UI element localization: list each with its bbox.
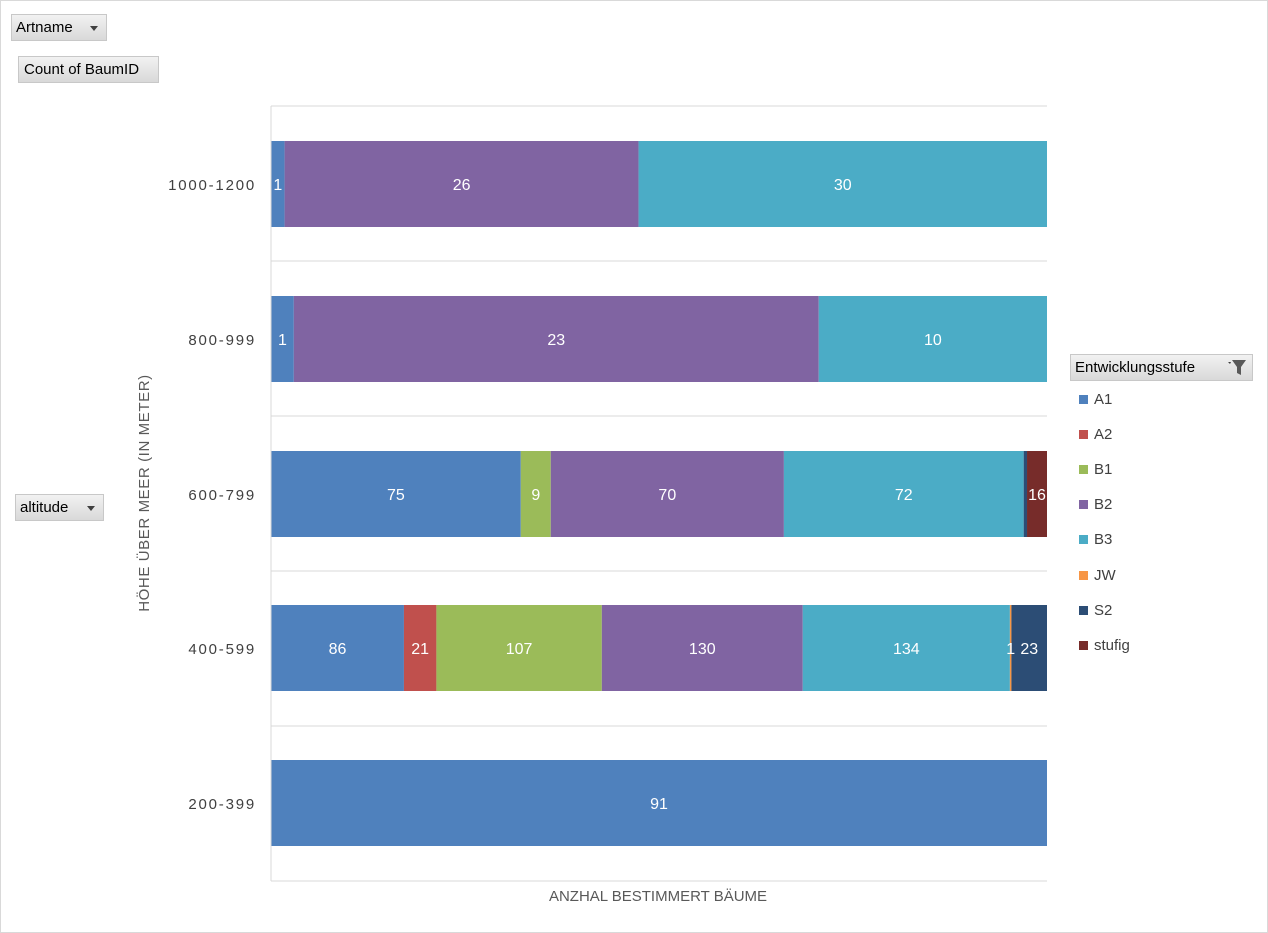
data-label: 1 bbox=[278, 332, 287, 349]
legend-swatch bbox=[1079, 500, 1088, 510]
bar-segment-b2-600-799[interactable] bbox=[550, 451, 784, 537]
count-of-baumid-value-button[interactable]: Count of BaumID bbox=[18, 56, 159, 83]
dropdown-caret-icon bbox=[87, 506, 95, 511]
artname-filter-label: Artname bbox=[16, 19, 73, 36]
category-axis-ticks: 1000-1200 800-999 600-799 400-599 200-399 bbox=[168, 177, 256, 813]
altitude-axis-label: altitude bbox=[20, 499, 69, 516]
bar-segment-b3-400-599[interactable] bbox=[802, 605, 1010, 691]
data-label: 130 bbox=[689, 641, 716, 658]
legend-swatch bbox=[1079, 464, 1088, 474]
legend-item-label: JW bbox=[1094, 566, 1116, 584]
legend-item-label: stufig bbox=[1094, 636, 1130, 654]
category-tick-label: 1000-1200 bbox=[168, 177, 256, 194]
legend-swatch bbox=[1079, 605, 1088, 615]
data-label: 23 bbox=[1020, 641, 1038, 658]
legend-item-stufig[interactable]: stufig bbox=[1079, 635, 1130, 655]
entwicklungsstufe-legend-button[interactable]: Entwicklungsstufe bbox=[1070, 354, 1253, 381]
legend-item-jw[interactable]: JW bbox=[1079, 565, 1116, 585]
data-label: 134 bbox=[893, 641, 920, 658]
legend-item-a1[interactable]: A1 bbox=[1079, 389, 1112, 409]
legend-swatch bbox=[1079, 394, 1088, 404]
data-label: 1 bbox=[273, 177, 282, 194]
legend-item-label: A2 bbox=[1094, 425, 1113, 443]
filter-funnel-icon[interactable] bbox=[1228, 360, 1246, 376]
x-axis-title: ANZHAL BESTIMMERT BÄUME bbox=[549, 888, 767, 905]
data-label: 107 bbox=[506, 641, 533, 658]
data-label: 91 bbox=[650, 796, 668, 813]
dropdown-caret-icon bbox=[90, 26, 98, 31]
category-tick-label: 400-599 bbox=[188, 641, 256, 658]
data-labels: 1 26 30 1 23 10 75 9 70 72 16 86 21 107 130 134 1 23 91 bbox=[273, 177, 1046, 813]
legend-swatch bbox=[1079, 570, 1088, 580]
legend-item-label: S2 bbox=[1094, 601, 1113, 619]
bar-segment-b2-1000-1200[interactable] bbox=[284, 141, 639, 227]
legend-item-label: B1 bbox=[1094, 460, 1113, 478]
bar-segment-b3-600-799[interactable] bbox=[783, 451, 1024, 537]
data-label: 21 bbox=[411, 641, 429, 658]
data-label: 1 bbox=[1006, 641, 1015, 658]
legend-swatch bbox=[1079, 640, 1088, 650]
legend-swatch bbox=[1079, 535, 1088, 545]
legend-item-label: B3 bbox=[1094, 531, 1113, 549]
bar-segment-s2-600-799[interactable] bbox=[1023, 451, 1028, 537]
legend-field-label: Entwicklungsstufe bbox=[1075, 359, 1196, 376]
bar-segment-b3-800-999[interactable] bbox=[818, 296, 1047, 382]
category-tick-label: 800-999 bbox=[188, 332, 256, 349]
bar-segment-b2-800-999[interactable] bbox=[293, 296, 819, 382]
bar-segment-a2-400-599[interactable] bbox=[403, 605, 437, 691]
legend-item-a2[interactable]: A2 bbox=[1079, 424, 1112, 444]
bar-segment-a1-800-999[interactable] bbox=[271, 296, 294, 382]
bar-segment-a1-1000-1200[interactable] bbox=[271, 141, 285, 227]
data-label: 10 bbox=[924, 332, 942, 349]
bar-segment-b1-400-599[interactable] bbox=[436, 605, 602, 691]
legend-item-label: B2 bbox=[1094, 496, 1113, 514]
category-tick-label: 200-399 bbox=[188, 796, 256, 813]
data-label: 16 bbox=[1028, 487, 1046, 504]
data-label: 70 bbox=[658, 487, 676, 504]
bar-segment-b1-600-799[interactable] bbox=[520, 451, 551, 537]
bar-segment-s2-400-599[interactable] bbox=[1011, 605, 1047, 691]
legend-swatch bbox=[1079, 429, 1088, 439]
y-axis-title: HÖHE ÜBER MEER (IN METER) bbox=[135, 374, 153, 612]
data-label: 30 bbox=[834, 177, 852, 194]
data-label: 75 bbox=[387, 487, 405, 504]
gridlines bbox=[271, 105, 1047, 882]
bar-segment-a1-400-599[interactable] bbox=[271, 605, 404, 691]
legend-item-b3[interactable]: B3 bbox=[1079, 530, 1112, 550]
bars bbox=[271, 141, 1047, 846]
data-label: 23 bbox=[547, 332, 565, 349]
data-label: 26 bbox=[453, 177, 471, 194]
bar-segment-a1-600-799[interactable] bbox=[271, 451, 521, 537]
legend-item-label: A1 bbox=[1094, 390, 1113, 408]
bar-segment-b2-400-599[interactable] bbox=[601, 605, 803, 691]
legend-item-s2[interactable]: S2 bbox=[1079, 600, 1112, 620]
artname-filter-button[interactable]: Artname bbox=[11, 14, 107, 41]
legend-item-b2[interactable]: B2 bbox=[1079, 495, 1112, 515]
value-field-label: Count of BaumID bbox=[24, 61, 140, 78]
bar-segment-a1-200-399[interactable] bbox=[271, 760, 1047, 846]
data-label: 72 bbox=[895, 487, 913, 504]
legend-item-b1[interactable]: B1 bbox=[1079, 459, 1112, 479]
category-tick-label: 600-799 bbox=[188, 487, 256, 504]
bar-segment-jw-400-599[interactable] bbox=[1009, 605, 1012, 691]
bar-segment-stufig-600-799[interactable] bbox=[1027, 451, 1047, 537]
data-label: 9 bbox=[531, 487, 540, 504]
bar-segment-b3-1000-1200[interactable] bbox=[638, 141, 1047, 227]
altitude-axis-button[interactable]: altitude bbox=[15, 494, 104, 521]
data-label: 86 bbox=[329, 641, 347, 658]
